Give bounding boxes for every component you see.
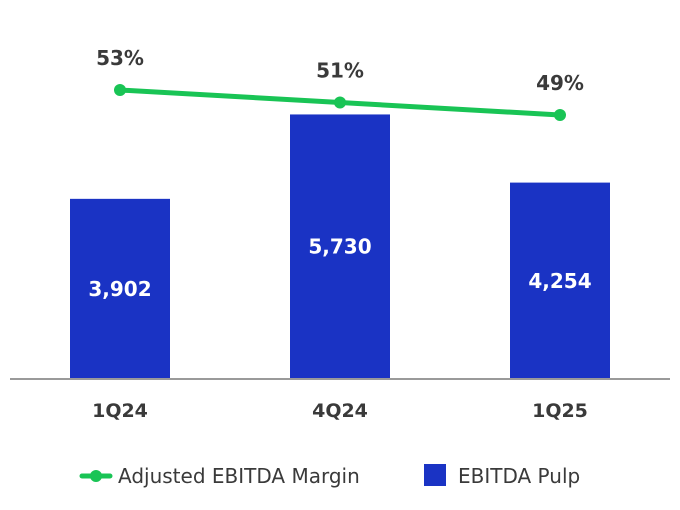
- x-tick-label-group: 1Q24 4Q24 1Q25: [92, 400, 588, 422]
- bar-value-label: 3,902: [88, 277, 151, 301]
- margin-point: [114, 84, 126, 96]
- margin-point: [334, 96, 346, 109]
- bar-4q24: [290, 114, 390, 380]
- bar-value-label: 4,254: [528, 269, 591, 293]
- legend: Adjusted EBITDA Margin EBITDA Pulp: [79, 464, 580, 488]
- legend-line-dot: [90, 470, 102, 482]
- legend-label-margin: Adjusted EBITDA Margin: [118, 464, 360, 488]
- margin-point: [554, 109, 566, 121]
- bar-1q25: [510, 182, 610, 379]
- x-tick-label: 1Q25: [532, 400, 588, 422]
- x-tick-label: 4Q24: [312, 400, 368, 422]
- margin-line-group: 53% 51% 49%: [96, 46, 584, 121]
- bar-1q24: [70, 198, 170, 379]
- margin-value-label: 53%: [96, 46, 144, 70]
- x-tick-label: 1Q24: [92, 400, 148, 422]
- legend-label-pulp: EBITDA Pulp: [458, 464, 580, 488]
- bar-value-label: 5,730: [308, 235, 371, 259]
- legend-bar-swatch: [424, 464, 446, 486]
- bar-group: [70, 114, 610, 380]
- margin-value-label: 49%: [536, 71, 584, 95]
- bar-label-group: 3,902 5,730 4,254: [88, 235, 591, 301]
- margin-value-label: 51%: [316, 59, 364, 83]
